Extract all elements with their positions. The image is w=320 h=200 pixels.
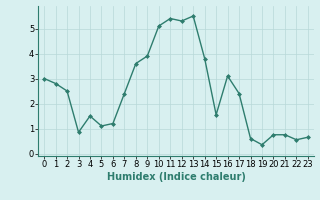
X-axis label: Humidex (Indice chaleur): Humidex (Indice chaleur) — [107, 172, 245, 182]
